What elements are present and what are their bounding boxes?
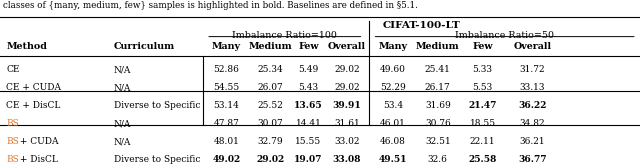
Text: Curriculum: Curriculum — [114, 42, 175, 51]
Text: BS: BS — [6, 155, 19, 164]
Text: 52.86: 52.86 — [214, 65, 239, 74]
Text: 13.65: 13.65 — [294, 102, 323, 110]
Text: 25.34: 25.34 — [257, 65, 283, 74]
Text: Overall: Overall — [328, 42, 366, 51]
Text: 53.4: 53.4 — [383, 102, 403, 110]
Text: 22.11: 22.11 — [470, 137, 495, 146]
Text: 36.22: 36.22 — [518, 102, 547, 110]
Text: CIFAT-100-LT: CIFAT-100-LT — [383, 21, 460, 30]
Text: 54.55: 54.55 — [213, 84, 240, 93]
Text: 36.77: 36.77 — [518, 155, 547, 164]
Text: 5.49: 5.49 — [298, 65, 319, 74]
Text: Diverse to Specific: Diverse to Specific — [114, 155, 200, 164]
Text: 49.02: 49.02 — [212, 155, 241, 164]
Text: 31.61: 31.61 — [334, 119, 360, 128]
Text: N/A: N/A — [114, 84, 131, 93]
Text: 46.08: 46.08 — [380, 137, 406, 146]
Text: 34.82: 34.82 — [520, 119, 545, 128]
Text: 18.55: 18.55 — [470, 119, 495, 128]
Text: Medium: Medium — [248, 42, 292, 51]
Text: 25.41: 25.41 — [425, 65, 451, 74]
Text: 49.60: 49.60 — [380, 65, 406, 74]
Text: CE: CE — [6, 65, 20, 74]
Text: 39.91: 39.91 — [333, 102, 361, 110]
Text: classes of {many, medium, few} samples is highlighted in bold. Baselines are def: classes of {many, medium, few} samples i… — [3, 1, 418, 10]
Text: 15.55: 15.55 — [295, 137, 322, 146]
Text: 25.58: 25.58 — [468, 155, 497, 164]
Text: Imbalance Ratio=50: Imbalance Ratio=50 — [455, 31, 554, 40]
Text: BS: BS — [6, 119, 19, 128]
Text: Many: Many — [212, 42, 241, 51]
Text: 49.51: 49.51 — [379, 155, 407, 164]
Text: 29.02: 29.02 — [256, 155, 284, 164]
Text: Overall: Overall — [513, 42, 552, 51]
Text: Few: Few — [472, 42, 493, 51]
Text: 36.21: 36.21 — [520, 137, 545, 146]
Text: 26.17: 26.17 — [425, 84, 451, 93]
Text: Few: Few — [298, 42, 319, 51]
Text: 29.02: 29.02 — [334, 84, 360, 93]
Text: 19.07: 19.07 — [294, 155, 323, 164]
Text: 33.13: 33.13 — [520, 84, 545, 93]
Text: 52.29: 52.29 — [380, 84, 406, 93]
Text: 53.14: 53.14 — [214, 102, 239, 110]
Text: N/A: N/A — [114, 137, 131, 146]
Text: N/A: N/A — [114, 65, 131, 74]
Text: + DisCL: + DisCL — [17, 155, 58, 164]
Text: 5.53: 5.53 — [472, 84, 493, 93]
Text: 14.41: 14.41 — [296, 119, 321, 128]
Text: 32.6: 32.6 — [428, 155, 448, 164]
Text: 30.07: 30.07 — [257, 119, 283, 128]
Text: Method: Method — [6, 42, 47, 51]
Text: Many: Many — [378, 42, 408, 51]
Text: 32.79: 32.79 — [257, 137, 283, 146]
Text: 31.69: 31.69 — [425, 102, 451, 110]
Text: 33.08: 33.08 — [333, 155, 361, 164]
Text: Imbalance Ratio=100: Imbalance Ratio=100 — [232, 31, 337, 40]
Text: 33.02: 33.02 — [334, 137, 360, 146]
Text: CE + CUDA: CE + CUDA — [6, 84, 61, 93]
Text: 30.76: 30.76 — [425, 119, 451, 128]
Text: 5.33: 5.33 — [472, 65, 493, 74]
Text: 29.02: 29.02 — [334, 65, 360, 74]
Text: 48.01: 48.01 — [214, 137, 239, 146]
Text: Diverse to Specific: Diverse to Specific — [114, 102, 200, 110]
Text: 5.43: 5.43 — [298, 84, 319, 93]
Text: + CUDA: + CUDA — [17, 137, 59, 146]
Text: Medium: Medium — [416, 42, 460, 51]
Text: 31.72: 31.72 — [520, 65, 545, 74]
Text: 26.07: 26.07 — [257, 84, 283, 93]
Text: 21.47: 21.47 — [468, 102, 497, 110]
Text: 46.01: 46.01 — [380, 119, 406, 128]
Text: 47.87: 47.87 — [214, 119, 239, 128]
Text: 32.51: 32.51 — [425, 137, 451, 146]
Text: BS: BS — [6, 137, 19, 146]
Text: CE + DisCL: CE + DisCL — [6, 102, 61, 110]
Text: N/A: N/A — [114, 119, 131, 128]
Text: 25.52: 25.52 — [257, 102, 283, 110]
